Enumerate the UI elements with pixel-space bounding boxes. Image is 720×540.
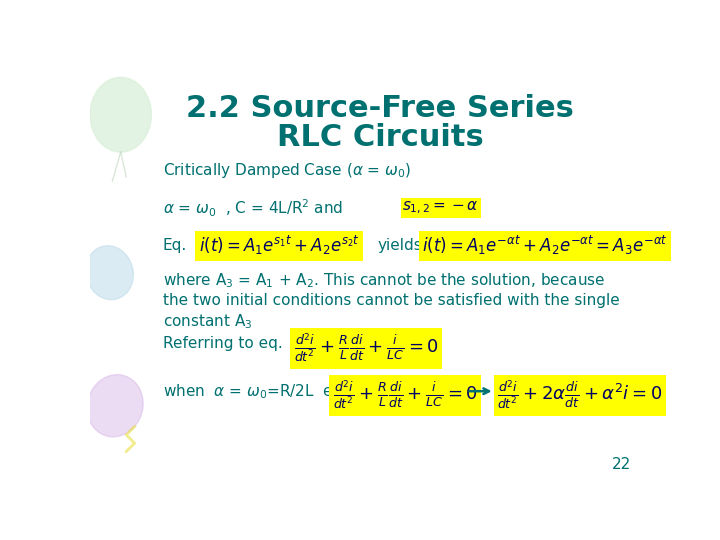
Text: $\frac{d^2i}{dt^2}+\frac{R}{L}\frac{di}{dt}+\frac{i}{LC}=0$: $\frac{d^2i}{dt^2}+\frac{R}{L}\frac{di}{… (294, 332, 438, 365)
Ellipse shape (90, 77, 151, 152)
Text: yields: yields (377, 238, 422, 253)
Text: $s_{1,2}=-\alpha$: $s_{1,2}=-\alpha$ (402, 200, 480, 217)
Text: Eq.: Eq. (163, 238, 186, 253)
Text: $\frac{d^2i}{dt^2}+\frac{R}{L}\frac{di}{dt}+\frac{i}{LC}=0$: $\frac{d^2i}{dt^2}+\frac{R}{L}\frac{di}{… (333, 379, 477, 412)
Ellipse shape (87, 375, 143, 437)
Text: RLC Circuits: RLC Circuits (276, 123, 484, 152)
Ellipse shape (86, 246, 133, 300)
Text: when  $\alpha$ = $\omega_0$=R/2L  eq.: when $\alpha$ = $\omega_0$=R/2L eq. (163, 382, 346, 401)
Text: Critically Damped Case ($\alpha$ = $\omega_0$): Critically Damped Case ($\alpha$ = $\ome… (163, 161, 410, 180)
Text: the two initial conditions cannot be satisfied with the single: the two initial conditions cannot be sat… (163, 293, 619, 308)
Text: Referring to eq.: Referring to eq. (163, 336, 282, 351)
Text: $i(t)=A_1e^{s_1t}+A_2e^{s_2t}$: $i(t)=A_1e^{s_1t}+A_2e^{s_2t}$ (199, 234, 359, 257)
Text: $\alpha$ = $\omega_0$  , C = 4L/R$^2$ and: $\alpha$ = $\omega_0$ , C = 4L/R$^2$ and (163, 198, 343, 219)
Text: $\frac{d^2i}{dt^2}+2\alpha\frac{di}{dt}+\alpha^2i=0$: $\frac{d^2i}{dt^2}+2\alpha\frac{di}{dt}+… (498, 379, 662, 412)
Text: where A$_3$ = A$_1$ + A$_2$. This cannot be the solution, because: where A$_3$ = A$_1$ + A$_2$. This cannot… (163, 271, 605, 289)
Text: 22: 22 (612, 457, 631, 472)
Text: constant A$_3$: constant A$_3$ (163, 313, 252, 331)
Text: 2.2 Source-Free Series: 2.2 Source-Free Series (186, 94, 574, 123)
Text: $i(t)=A_1e^{-\alpha t}+A_2e^{-\alpha t}=A_3e^{-\alpha t}$: $i(t)=A_1e^{-\alpha t}+A_2e^{-\alpha t}=… (422, 234, 667, 257)
